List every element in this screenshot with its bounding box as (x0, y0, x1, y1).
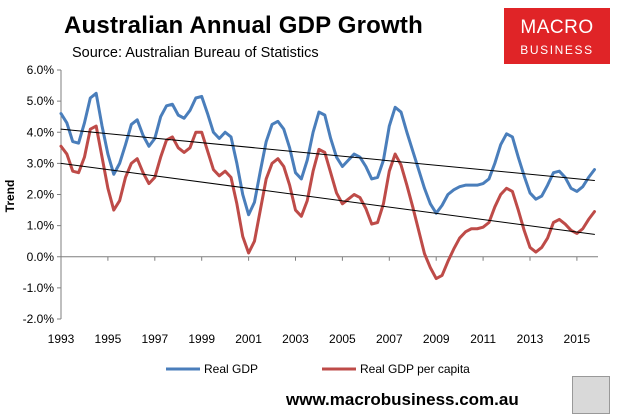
trend-line-real-gdp (60, 128, 595, 181)
x-tick-label: 2007 (376, 332, 403, 346)
y-tick-label: 0.0% (27, 250, 55, 264)
x-tick-label: 2003 (282, 332, 309, 346)
x-tick-label: 2009 (423, 332, 450, 346)
x-tick-label: 2013 (517, 332, 544, 346)
chart-axes (60, 70, 598, 319)
series-layer (59, 91, 596, 281)
x-tick-label: 1999 (188, 332, 215, 346)
logo-line-1: MACRO (520, 17, 594, 38)
y-axis-ticks: 6.0% 5.0% 4.0% 3.0% 2.0% 1.0% 0.0% -1.0% -2.0% (23, 63, 61, 326)
series-line-real-gdp-per-capita (59, 124, 596, 281)
x-axis-ticks: 1993 1995 1997 1999 2001 2003 2005 2007 2009 2011… (48, 256, 591, 346)
y-tick-label: 5.0% (27, 94, 55, 108)
y-tick-label: 2.0% (27, 188, 55, 202)
x-tick-label: 1993 (48, 332, 75, 346)
x-tick-label: 2001 (235, 332, 262, 346)
wolf-logo-icon (572, 376, 610, 414)
x-tick-label: 1997 (141, 332, 168, 346)
x-tick-label: 1995 (95, 332, 122, 346)
x-tick-label: 2011 (470, 332, 496, 346)
legend-label-real-gdp: Real GDP (204, 362, 258, 376)
trend-line-real-gdp-per-capita (60, 162, 595, 235)
y-tick-label: 1.0% (27, 219, 55, 233)
chart-title: Australian Annual GDP Growth (64, 12, 423, 39)
chart-source: Source: Australian Bureau of Statistics (72, 45, 319, 61)
legend-label-per-capita: Real GDP per capita (360, 362, 470, 376)
y-tick-label: 6.0% (27, 63, 55, 77)
x-tick-label: 2015 (564, 332, 591, 346)
chart-legend: Real GDP Real GDP per capita (166, 362, 470, 376)
y-tick-label: 4.0% (27, 125, 55, 139)
y-tick-label: 3.0% (27, 156, 55, 170)
y-tick-label: -1.0% (23, 281, 55, 295)
y-tick-label: -2.0% (23, 312, 55, 326)
macrobusiness-logo: MACRO BUSINESS (504, 8, 610, 64)
series-line-real-gdp (59, 91, 596, 217)
logo-line-2: BUSINESS (520, 43, 594, 57)
x-tick-label: 2005 (329, 332, 356, 346)
y-axis-label: Trend (3, 180, 17, 213)
website-url: www.macrobusiness.com.au (286, 390, 519, 409)
